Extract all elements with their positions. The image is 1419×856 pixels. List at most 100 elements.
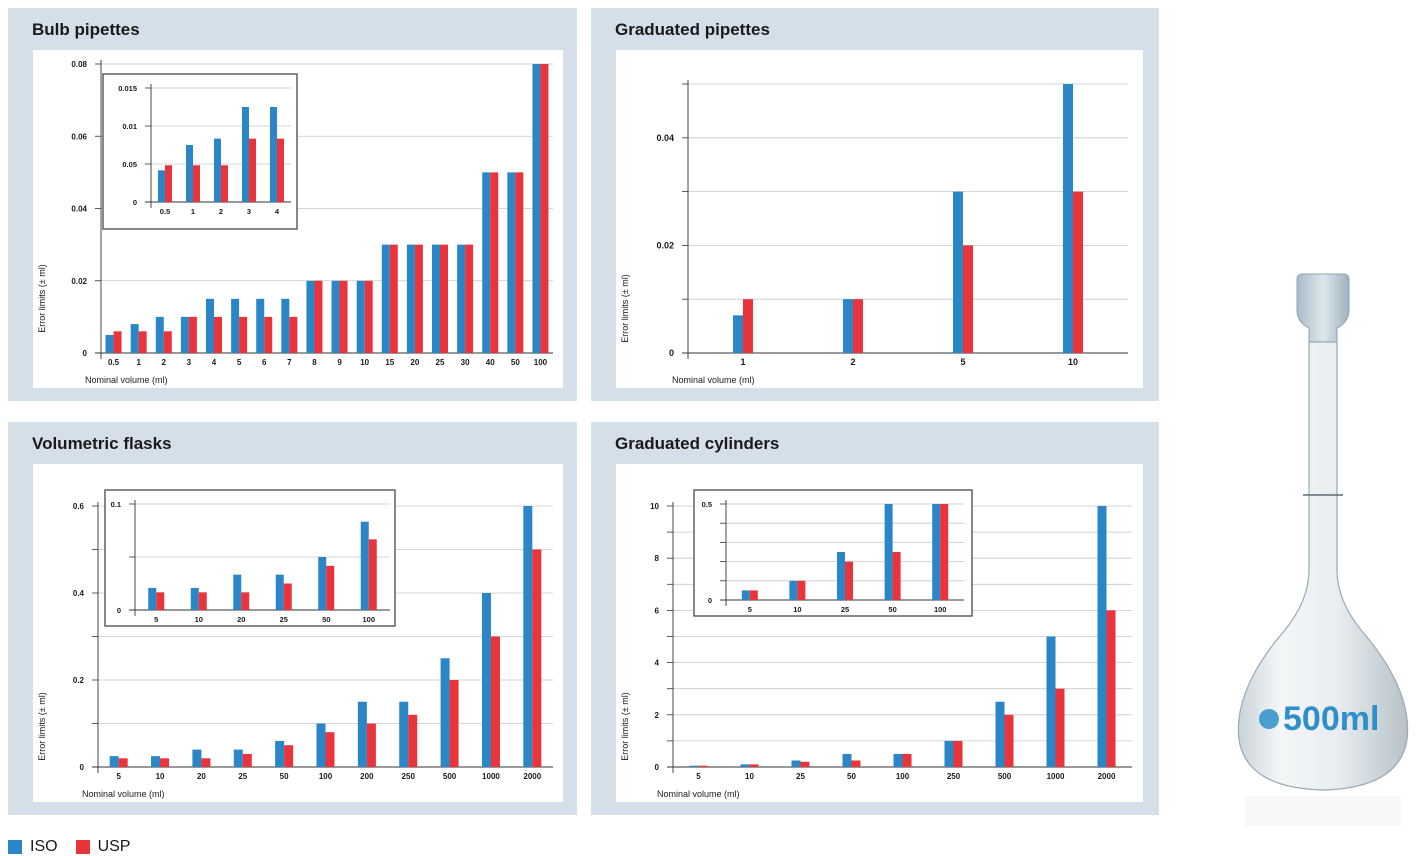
bar-iso-25 xyxy=(233,749,243,767)
bar-iso-2 xyxy=(843,299,853,353)
bar-usp-5 xyxy=(239,316,248,353)
bar-usp-4 xyxy=(214,316,222,353)
bar-iso-5 xyxy=(689,765,699,767)
chart-panel-graduated-cylinders: Graduated cylinders 0 2 4 6 8 10 5 10 25 50 100 250… xyxy=(591,422,1159,815)
x-tick-label: 5 xyxy=(960,357,965,367)
y-axis-label: Error limits (± ml) xyxy=(620,692,630,760)
y-tick-label: 6 xyxy=(655,606,660,615)
bar-usp-2 xyxy=(163,331,172,353)
bar-iso-100 xyxy=(316,723,326,767)
bar-usp-10 xyxy=(160,758,170,767)
y-axis-label: Error limits (± ml) xyxy=(37,692,47,760)
bar-usp-1 xyxy=(193,165,200,202)
bar-usp-25 xyxy=(800,761,810,767)
x-axis-label: Nominal volume (ml) xyxy=(85,375,168,385)
x-tick-label: 20 xyxy=(237,615,245,624)
x-tick-label: 10 xyxy=(156,772,165,781)
x-axis-label: Nominal volume (ml) xyxy=(657,789,740,799)
x-tick-label: 40 xyxy=(486,358,495,367)
x-tick-label: 5 xyxy=(154,615,158,624)
flask-reflection xyxy=(1245,796,1401,826)
x-tick-label: 15 xyxy=(385,358,394,367)
inset-chart: 0 0.5 5 10 25 50 100 xyxy=(693,489,973,617)
x-tick-label: 2 xyxy=(850,357,855,367)
x-tick-label: 100 xyxy=(534,358,548,367)
bar-usp-20 xyxy=(201,758,211,767)
x-tick-label: 7 xyxy=(287,358,292,367)
legend-label-iso: ISO xyxy=(30,838,58,855)
y-axis-label: Error limits (± ml) xyxy=(37,264,47,332)
bar-usp-50 xyxy=(892,552,901,600)
x-tick-label: 50 xyxy=(888,605,896,614)
x-tick-label: 20 xyxy=(410,358,419,367)
bar-iso-6 xyxy=(256,298,265,353)
x-tick-label: 0.5 xyxy=(108,358,120,367)
x-tick-label: 10 xyxy=(1068,357,1078,367)
bar-usp-50 xyxy=(515,172,524,353)
bar-iso-10 xyxy=(740,764,750,767)
bar-usp-10 xyxy=(198,592,207,610)
x-tick-label: 50 xyxy=(847,772,856,781)
y-tick-label: 0 xyxy=(80,763,85,772)
x-tick-label: 9 xyxy=(337,358,342,367)
bar-usp-50 xyxy=(326,565,335,610)
bar-usp-20 xyxy=(241,592,250,610)
x-tick-label: 100 xyxy=(319,772,333,781)
x-tick-label: 100 xyxy=(362,615,375,624)
x-tick-label: 0.5 xyxy=(160,207,170,216)
bar-iso-50 xyxy=(842,753,852,767)
bar-iso-10 xyxy=(789,580,798,600)
x-tick-label: 2000 xyxy=(1098,772,1116,781)
y-tick-label: 0.6 xyxy=(73,502,85,511)
y-tick-label: 0.1 xyxy=(111,500,121,509)
x-tick-label: 200 xyxy=(360,772,374,781)
bar-iso-1000 xyxy=(481,593,491,767)
bar-iso-100 xyxy=(932,504,941,600)
y-tick-label: 0.4 xyxy=(73,589,85,598)
bar-usp-1000 xyxy=(490,636,500,767)
bar-usp-25 xyxy=(845,561,853,600)
y-tick-label: 10 xyxy=(650,502,659,511)
bar-usp-250 xyxy=(408,714,418,767)
bar-iso-250 xyxy=(399,701,409,767)
bar-iso-20 xyxy=(406,244,415,353)
bar-usp-9 xyxy=(339,280,348,353)
y-axis-label: Error limits (± ml) xyxy=(620,274,630,342)
chart-svg: 00.020.040.060.080.5 1 2 3 4 5 6 7 8 9 10 15 20 25 30 4… xyxy=(37,60,553,385)
plot-area: 0 0.2 0.4 0.6 5 10 20 25 50 100 200 250 500 1000 2000 N… xyxy=(33,464,563,802)
bar-iso-50 xyxy=(318,557,327,610)
y-tick-label: 0.02 xyxy=(71,277,87,286)
bar-usp-0.5 xyxy=(113,331,122,353)
inset-frame xyxy=(102,73,298,230)
x-tick-label: 2 xyxy=(219,207,223,216)
bar-usp-2 xyxy=(853,299,863,353)
bar-iso-5 xyxy=(953,191,963,353)
bar-usp-25 xyxy=(283,583,292,610)
inset-chart: 0 0.05 0.01 0.015 0.5 1 2 3 4 xyxy=(102,73,298,230)
chart-panel-graduated-pipettes: Graduated pipettes 0 0.02 0.04 1 2 5 10 Nominal… xyxy=(591,8,1159,401)
bar-iso-200 xyxy=(357,701,367,767)
bar-usp-8 xyxy=(314,280,323,353)
bar-iso-2 xyxy=(214,138,221,202)
x-tick-label: 25 xyxy=(841,605,849,614)
bar-usp-5 xyxy=(749,590,758,600)
bar-iso-5 xyxy=(148,587,157,610)
bar-iso-40 xyxy=(482,172,491,353)
bar-iso-50 xyxy=(884,504,893,600)
bar-iso-5 xyxy=(231,298,240,353)
bar-usp-2000 xyxy=(1106,610,1116,767)
bar-iso-50 xyxy=(507,172,516,353)
bar-iso-10 xyxy=(356,280,365,353)
x-tick-label: 4 xyxy=(275,207,280,216)
bar-iso-8 xyxy=(306,280,315,353)
bar-iso-2000 xyxy=(523,506,533,767)
bar-usp-5 xyxy=(698,765,708,767)
bar-usp-10 xyxy=(364,280,373,353)
x-axis-label: Nominal volume (ml) xyxy=(672,375,755,385)
bar-usp-15 xyxy=(389,244,398,353)
y-tick-label: 0.04 xyxy=(656,133,674,143)
inset-frame xyxy=(693,489,973,617)
bar-iso-500 xyxy=(440,658,450,767)
y-tick-label: 0.04 xyxy=(71,205,87,214)
bar-usp-1 xyxy=(138,331,147,353)
